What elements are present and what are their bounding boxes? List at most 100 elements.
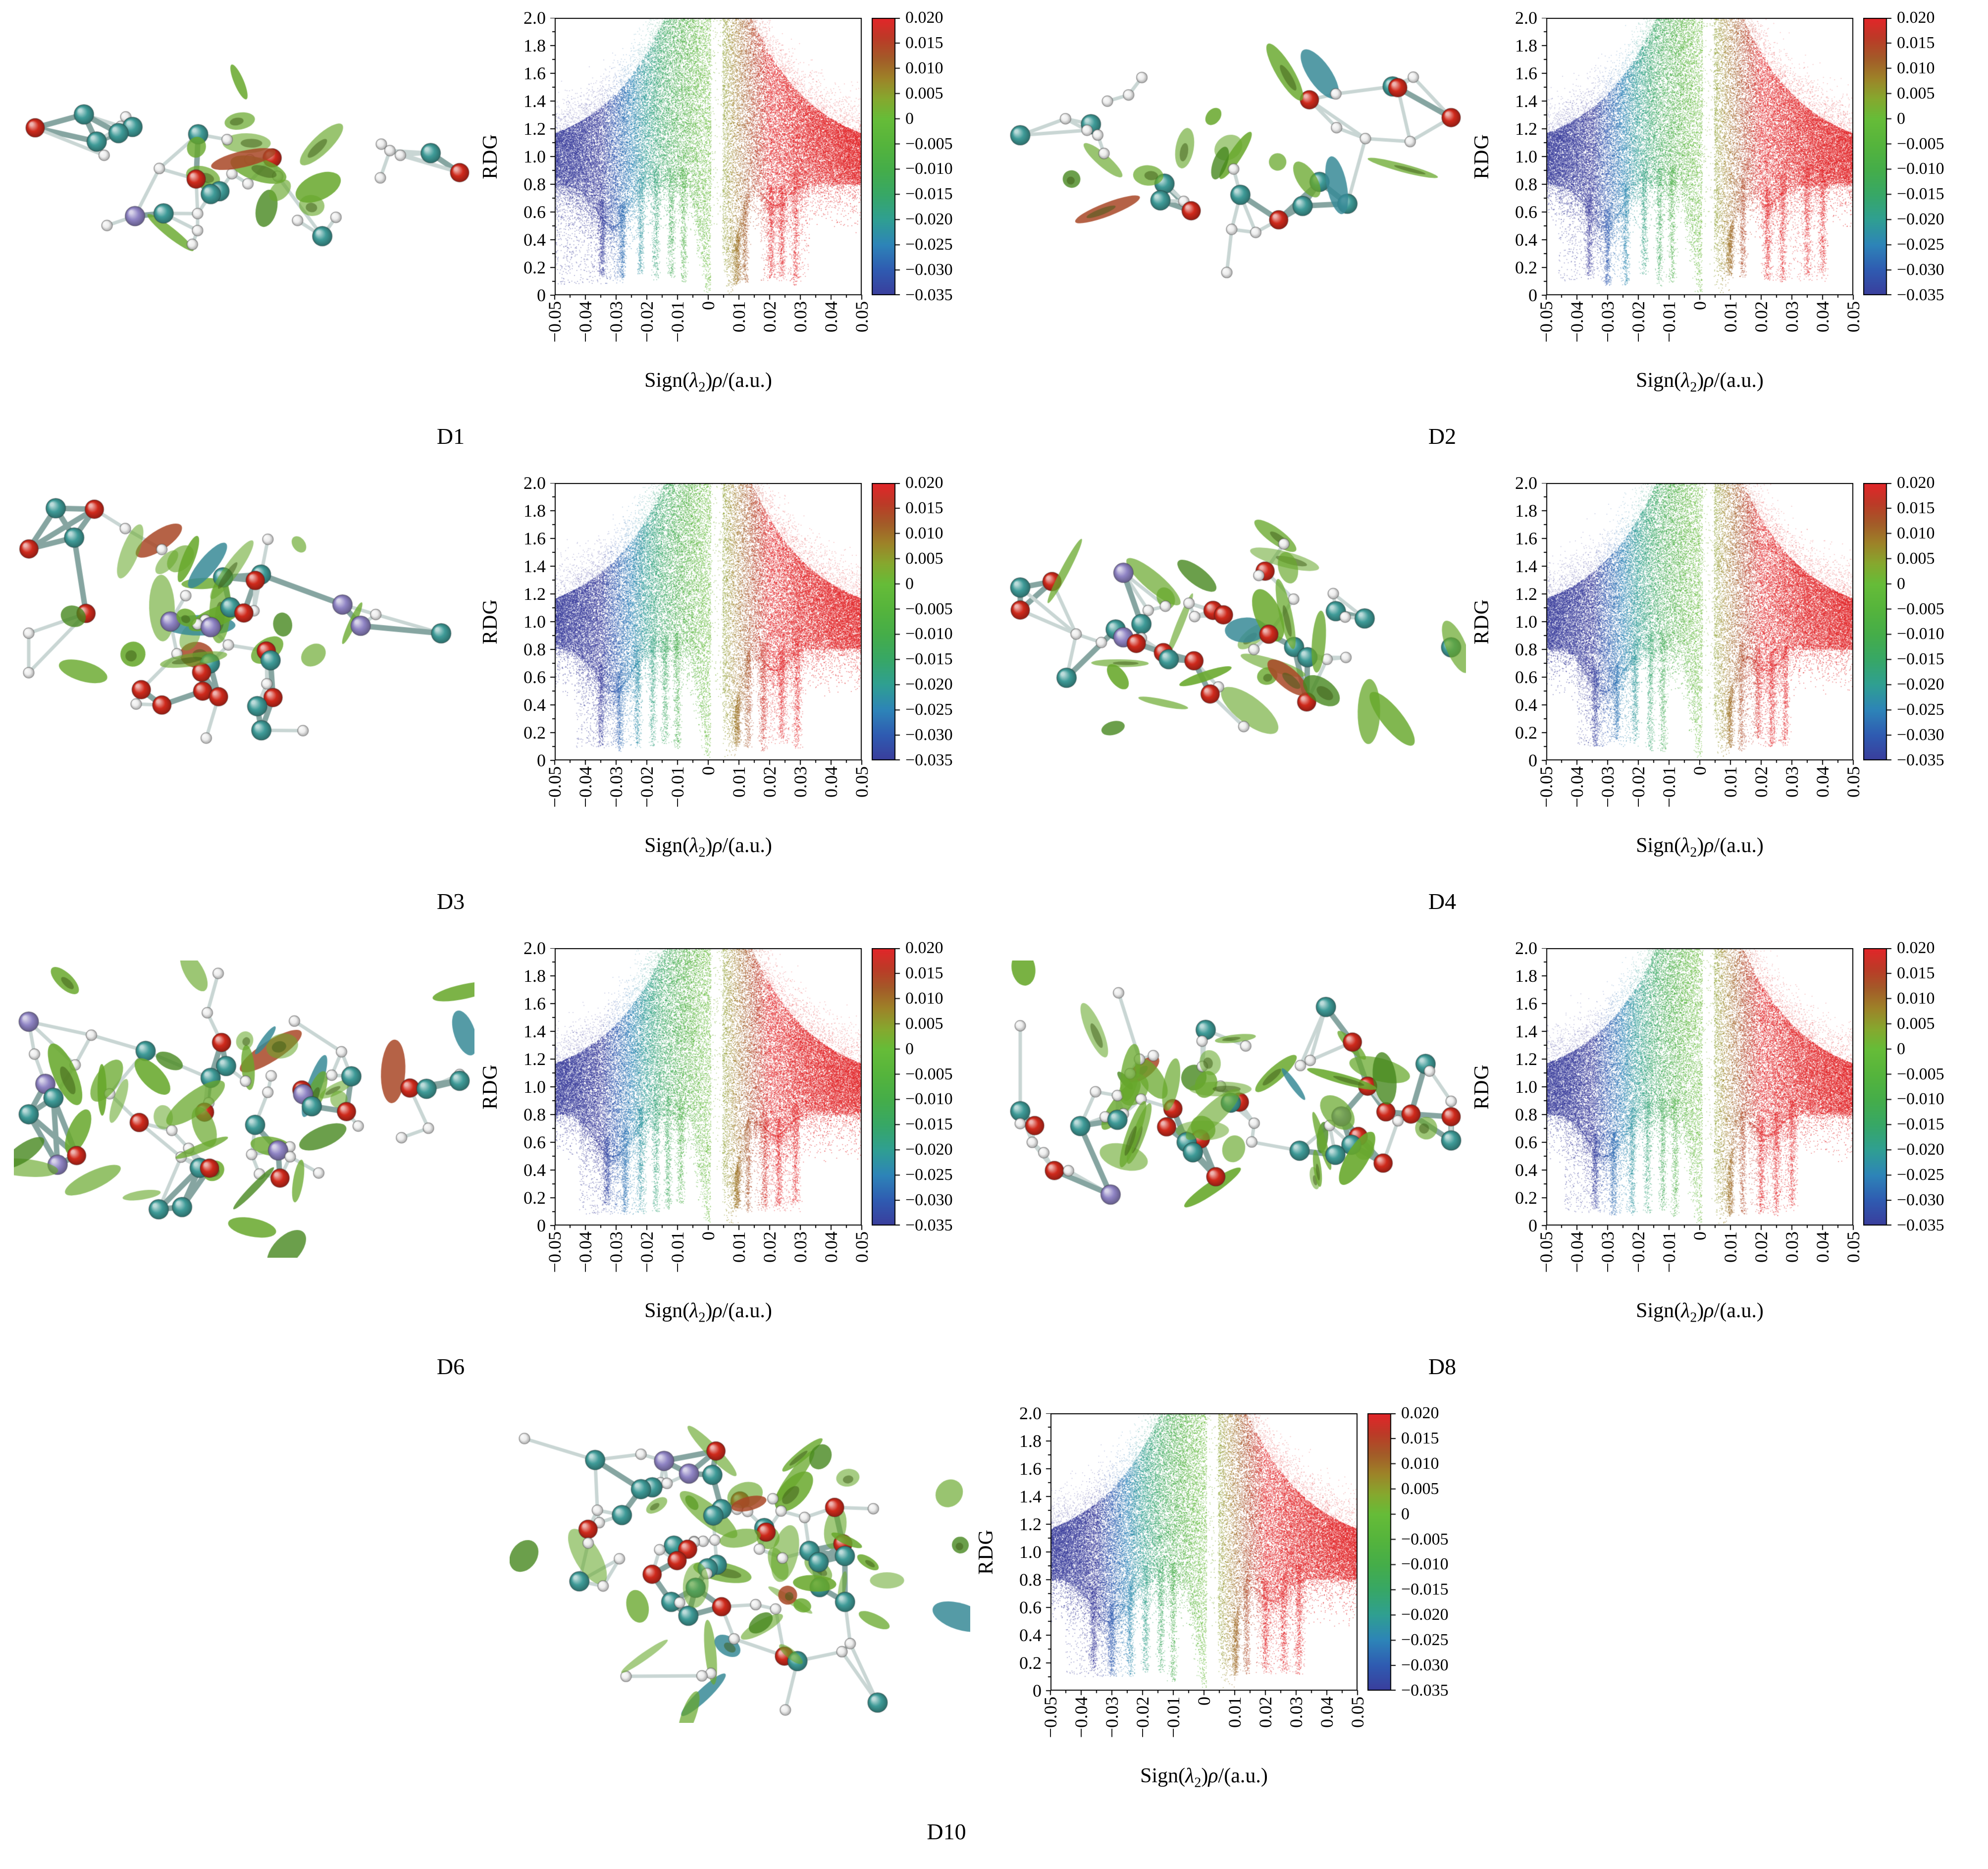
x-tick-label: −0.02 — [637, 1231, 657, 1273]
colorbar-tick-label: 0.005 — [905, 549, 943, 568]
colorbar-tick-label: 0.020 — [1897, 939, 1935, 957]
colorbar-tick-label: −0.015 — [1897, 185, 1944, 204]
molecule-structure — [1005, 495, 1466, 793]
rdg-scatter-plot: RDG 2.0 1.8 1.6 1.4 1.2 1.0 0.8 0.6 0.4 0.2 0 −0.0… — [479, 3, 992, 466]
figure-row-2: RDG 2.0 1.8 1.6 1.4 1.2 1.0 0.8 0.6 0.4 0.2 0 −0.0… — [0, 468, 1988, 931]
x-tick-label: 0.03 — [1286, 1697, 1306, 1728]
x-tick-label: −0.03 — [606, 1231, 626, 1273]
x-tick-label: 0 — [1690, 1231, 1710, 1240]
y-tick-label: 0.2 — [523, 258, 546, 277]
x-tick-label: 0.04 — [821, 1231, 841, 1263]
colorbar-tick-label: −0.030 — [1897, 726, 1944, 745]
colorbar-tick-label: −0.015 — [905, 650, 953, 669]
x-tick-label: 0.03 — [790, 1231, 810, 1263]
y-tick-label: 0 — [537, 750, 546, 770]
x-axis-title: Sign(λ2)ρ/(a.u.) — [555, 1299, 862, 1326]
y-tick-label: 1.8 — [1515, 36, 1537, 55]
y-tick-label: 0.6 — [1019, 1598, 1042, 1617]
colorbar-tick-label: −0.030 — [905, 726, 953, 745]
colorbar-tick-label: 0.005 — [1897, 84, 1935, 103]
y-tick-label: 1.0 — [523, 1077, 546, 1097]
colorbar-tick-label: −0.005 — [1401, 1530, 1449, 1549]
x-tick-label: −0.04 — [1567, 766, 1587, 808]
y-tick-label: 0 — [537, 285, 546, 305]
x-tick-label: 0 — [698, 301, 718, 310]
x-tick-label: −0.04 — [575, 301, 595, 343]
x-tick-label: 0.05 — [1843, 1231, 1863, 1263]
figure-panel-D4: RDG 2.0 1.8 1.6 1.4 1.2 1.0 0.8 0.6 0.4 0.2 0 −0.0… — [996, 468, 1983, 931]
x-tick-label: −0.03 — [606, 301, 626, 343]
colorbar-tick-label: 0.015 — [1897, 498, 1935, 517]
molecule-structure — [14, 495, 474, 793]
colorbar-tick-label: −0.015 — [1401, 1580, 1449, 1599]
colorbar-tick-label: 0.010 — [1401, 1454, 1439, 1473]
colorbar-tick-label: −0.030 — [1897, 261, 1944, 279]
colorbar-tick-label: 0.010 — [905, 989, 943, 1008]
x-axis-label-part: 2 — [1194, 1775, 1202, 1791]
x-axis-label-part: λ — [1681, 1299, 1690, 1322]
y-axis-label: RDG — [1470, 1064, 1493, 1110]
x-tick-label: 0.04 — [821, 301, 841, 332]
x-tick-label: 0.02 — [760, 1231, 780, 1263]
x-tick-label: 0.04 — [1813, 301, 1832, 332]
rdg-scatter-plot: RDG 2.0 1.8 1.6 1.4 1.2 1.0 0.8 0.6 0.4 0.2 0 −0.0… — [1470, 933, 1983, 1396]
y-tick-label: 0.8 — [1515, 1105, 1537, 1124]
figure-panel-D8: RDG 2.0 1.8 1.6 1.4 1.2 1.0 0.8 0.6 0.4 0.2 0 −0.0… — [996, 933, 1983, 1396]
colorbar-tick-label: 0.005 — [1897, 549, 1935, 568]
y-tick-label: 0.6 — [1515, 202, 1537, 222]
colorbar-tick-label: −0.030 — [905, 261, 953, 279]
y-tick-label: 1.8 — [1515, 966, 1537, 986]
y-tick-label: 1.0 — [523, 612, 546, 632]
x-tick-label: 0.01 — [729, 301, 749, 332]
colorbar-tick-label: −0.015 — [1897, 650, 1944, 669]
x-tick-label: 0.01 — [729, 1231, 749, 1263]
x-tick-label: 0 — [1690, 766, 1710, 775]
x-axis-label-part: Sign( — [644, 834, 690, 857]
colorbar-tick-label: 0.020 — [1401, 1404, 1439, 1422]
x-tick-label: −0.04 — [575, 1231, 595, 1273]
y-tick-label: 1.4 — [1515, 1021, 1537, 1041]
y-tick-label: 0.6 — [1515, 1132, 1537, 1152]
scatter-canvas — [548, 948, 869, 1237]
y-tick-label: 2.0 — [1515, 938, 1537, 958]
colorbar-tick-label: 0 — [1401, 1504, 1410, 1523]
x-tick-label: 0.04 — [1813, 1231, 1832, 1263]
figure-panel-D2: RDG 2.0 1.8 1.6 1.4 1.2 1.0 0.8 0.6 0.4 0.2 0 −0.0… — [996, 3, 1983, 466]
colorbar-tick-label: 0 — [905, 109, 914, 128]
y-tick-label: 1.0 — [1019, 1542, 1042, 1562]
y-tick-label: 0.4 — [523, 230, 546, 250]
y-tick-label: 0.8 — [523, 174, 546, 194]
y-tick-label: 1.8 — [523, 501, 546, 521]
scatter-canvas — [548, 18, 869, 307]
x-axis-label-part: Sign( — [1636, 1299, 1681, 1322]
colorbar-tick-label: −0.005 — [905, 1065, 953, 1083]
y-tick-label: 0 — [1528, 285, 1537, 305]
y-tick-label: 2.0 — [1019, 1403, 1042, 1423]
x-tick-label: −0.01 — [1659, 301, 1679, 343]
colorbar-tick-label: 0 — [1897, 109, 1905, 128]
y-tick-label: 2.0 — [1515, 473, 1537, 493]
y-tick-label: 1.2 — [523, 584, 546, 604]
x-axis-label-part: λ — [1185, 1764, 1195, 1787]
figure-panel-D1: RDG 2.0 1.8 1.6 1.4 1.2 1.0 0.8 0.6 0.4 0.2 0 −0.0… — [5, 3, 992, 466]
y-tick-label: 0.6 — [523, 202, 546, 222]
y-axis-label: RDG — [479, 1064, 502, 1110]
x-axis-label-part: Sign( — [1140, 1764, 1186, 1787]
y-tick-label: 1.4 — [523, 1021, 546, 1041]
y-tick-label: 1.4 — [1515, 556, 1537, 576]
x-axis-title: Sign(λ2)ρ/(a.u.) — [555, 369, 862, 395]
y-tick-label: 0.2 — [1515, 258, 1537, 277]
x-tick-label: −0.02 — [637, 766, 657, 808]
rdg-scatter-plot: RDG 2.0 1.8 1.6 1.4 1.2 1.0 0.8 0.6 0.4 0.2 0 −0.0… — [479, 933, 992, 1396]
colorbar-tick-label: 0.010 — [1897, 524, 1935, 542]
colorbar-tick-label: −0.005 — [1897, 134, 1944, 153]
y-tick-label: 2.0 — [523, 473, 546, 493]
x-axis-label-part: 2 — [698, 845, 706, 860]
colorbar-tick-label: 0.020 — [905, 8, 943, 27]
y-tick-label: 1.2 — [1515, 1049, 1537, 1069]
y-tick-label: 1.4 — [1515, 91, 1537, 111]
colorbar — [1863, 18, 1894, 295]
x-tick-label: −0.05 — [1041, 1697, 1060, 1738]
y-tick-label: 1.6 — [523, 529, 546, 548]
x-tick-label: 0.05 — [1348, 1697, 1367, 1728]
